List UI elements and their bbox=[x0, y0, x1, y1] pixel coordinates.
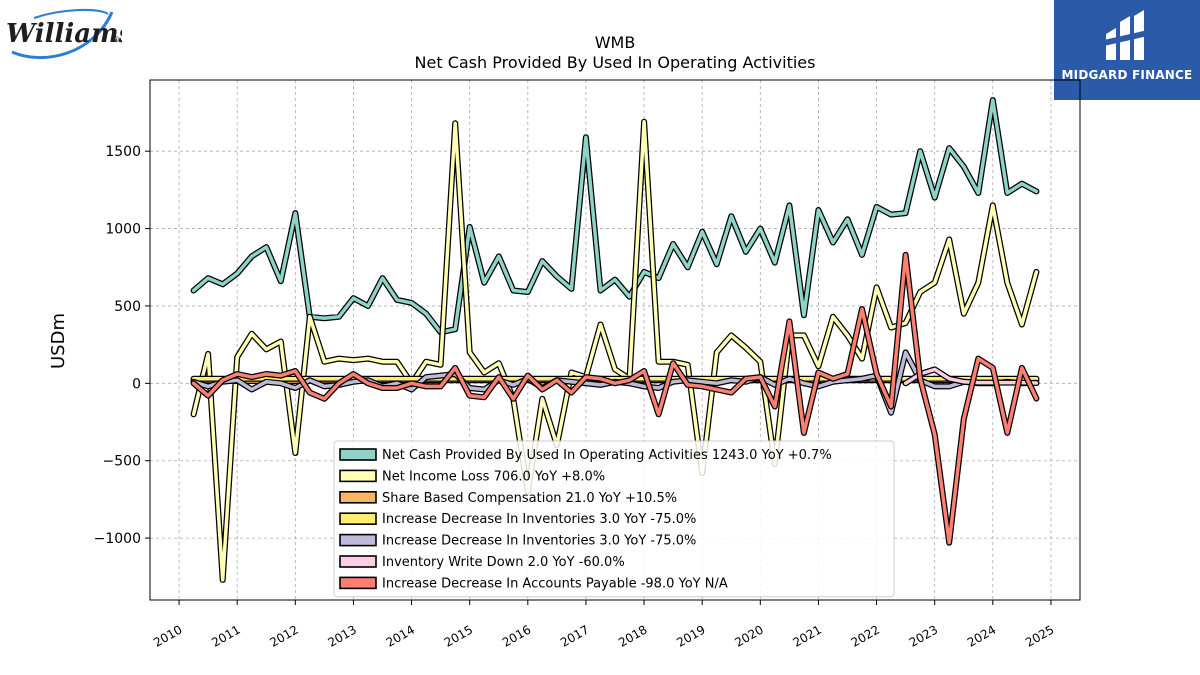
midgard-finance-logo: MIDGARD FINANCE bbox=[1054, 0, 1200, 100]
logo-registered-mark: ® bbox=[112, 35, 120, 44]
y-tick-label: −500 bbox=[103, 454, 141, 470]
legend-swatch bbox=[339, 555, 377, 568]
series-6 bbox=[190, 251, 1040, 546]
y-tick-label: 500 bbox=[114, 299, 141, 315]
x-tick-label: 2016 bbox=[500, 622, 533, 649]
x-tick-label: 2018 bbox=[616, 622, 649, 649]
legend-entry: Net Income Loss 706.0 YoY +8.0% bbox=[382, 469, 605, 484]
y-axis-label: USDm bbox=[48, 313, 69, 369]
chart-title: WMB bbox=[595, 33, 636, 52]
logo-swoosh-inner bbox=[33, 8, 109, 19]
y-tick-label: −1000 bbox=[94, 531, 141, 547]
series-line bbox=[191, 98, 1039, 335]
logo-swoosh-outer bbox=[11, 11, 114, 60]
brand-name: MIDGARD FINANCE bbox=[1061, 68, 1193, 82]
legend-entry: Net Cash Provided By Used In Operating A… bbox=[382, 448, 832, 463]
legend-swatch bbox=[339, 490, 377, 504]
williams-logo: Williams ® bbox=[4, 4, 134, 64]
legend-swatch bbox=[339, 512, 377, 526]
legend-swatch bbox=[339, 448, 377, 461]
x-tick-label: 2017 bbox=[558, 622, 591, 649]
x-tick-label: 2010 bbox=[151, 622, 184, 649]
legend-entry: Share Based Compensation 21.0 YoY +10.5% bbox=[382, 491, 677, 506]
x-tick-label: 2011 bbox=[209, 622, 242, 649]
series-layer bbox=[190, 97, 1040, 583]
x-tick-label: 2023 bbox=[907, 622, 940, 649]
x-tick-label: 2025 bbox=[1023, 622, 1056, 649]
x-tick-label: 2019 bbox=[674, 622, 707, 649]
legend-swatch bbox=[339, 469, 377, 483]
logo-text: Williams bbox=[6, 19, 122, 49]
x-tick-label: 2012 bbox=[267, 622, 300, 649]
x-tick-label: 2014 bbox=[384, 622, 417, 649]
x-axis: 2010 2011 2012 2013 2014 2015 2016 2017 2018 2019… bbox=[151, 600, 1056, 650]
y-tick-label: 1500 bbox=[105, 144, 141, 160]
x-tick-label: 2024 bbox=[965, 622, 998, 649]
legend-entry: Increase Decrease In Accounts Payable -9… bbox=[382, 576, 728, 591]
series-line bbox=[191, 253, 1039, 545]
x-tick-label: 2020 bbox=[732, 622, 765, 649]
x-tick-label: 2015 bbox=[442, 622, 475, 649]
midgard-mark-icon bbox=[1104, 10, 1148, 60]
legend-entry: Increase Decrease In Inventories 3.0 YoY… bbox=[382, 512, 696, 527]
plot-frame bbox=[149, 79, 1081, 601]
legend: Net Cash Provided By Used In Operating A… bbox=[333, 440, 895, 598]
legend-swatch bbox=[339, 576, 377, 590]
x-tick-label: 2013 bbox=[325, 622, 358, 649]
x-tick-label: 2021 bbox=[790, 622, 823, 649]
legend-swatch bbox=[339, 533, 377, 547]
y-tick-label: 1000 bbox=[105, 222, 141, 238]
x-tick-label: 2022 bbox=[849, 622, 882, 649]
y-axis: −1000 −500 0 500 1000 1500 bbox=[94, 144, 150, 547]
series-0 bbox=[190, 97, 1040, 336]
legend-entry: Inventory Write Down 2.0 YoY -60.0% bbox=[382, 555, 625, 570]
legend-box bbox=[333, 440, 895, 598]
legend-entry: Increase Decrease In Inventories 3.0 YoY… bbox=[382, 534, 696, 549]
chart-subtitle: Net Cash Provided By Used In Operating A… bbox=[415, 53, 816, 72]
y-tick-label: 0 bbox=[132, 376, 141, 392]
